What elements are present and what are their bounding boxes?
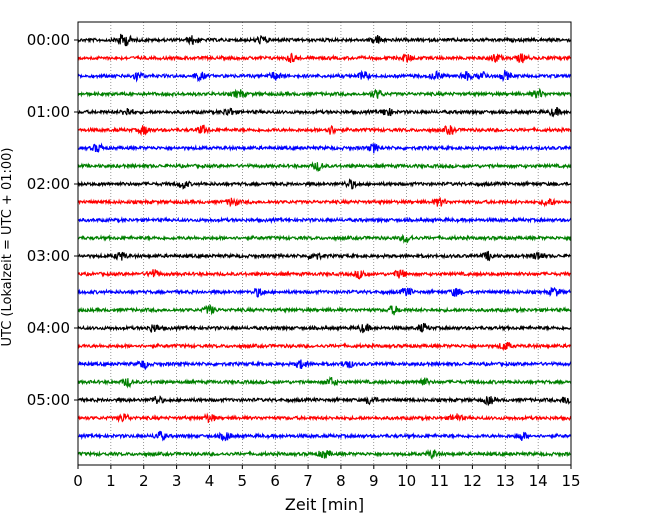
x-tick-label: 1 (106, 472, 116, 490)
vertical-gridlines (110, 22, 539, 465)
x-tick-label: 5 (238, 472, 248, 490)
x-tick-label: 3 (172, 472, 182, 490)
x-axis-label: Zeit [min] (285, 495, 364, 514)
seismogram-trace (77, 233, 572, 244)
y-axis-ticks: 00:00 01:00 02:00 03:00 04:00 05:00 (27, 31, 78, 409)
seismogram-traces (77, 33, 572, 460)
x-tick-label: 8 (336, 472, 346, 490)
plot-frame (77, 21, 572, 466)
seismogram-trace (77, 412, 572, 423)
seismogram-trace (77, 124, 572, 137)
y-axis-label: UTC (Lokalzeit = UTC + 01:00) (0, 148, 15, 347)
y-tick-label: 05:00 (27, 391, 70, 409)
x-tick-label: 15 (561, 472, 580, 490)
y-tick-label: 02:00 (27, 175, 70, 193)
seismogram-trace (77, 69, 572, 83)
seismogram-trace (77, 269, 572, 280)
seismogram-trace (77, 161, 572, 173)
seismogram-trace (77, 430, 572, 442)
x-tick-label: 6 (270, 472, 280, 490)
seismogram-trace (77, 216, 572, 225)
x-tick-label: 12 (463, 472, 482, 490)
x-tick-label: 13 (496, 472, 515, 490)
seismogram-trace (77, 395, 572, 407)
x-tick-label: 0 (73, 472, 83, 490)
y-tick-label: 04:00 (27, 319, 70, 337)
y-tick-label: 01:00 (27, 103, 70, 121)
y-tick-label: 00:00 (27, 31, 70, 49)
seismogram-trace (77, 107, 572, 118)
seismogram-trace (77, 286, 572, 298)
seismogram-trace (77, 87, 572, 99)
seismogram-trace (77, 250, 572, 262)
x-tick-label: 11 (430, 472, 449, 490)
seismogram-trace (77, 322, 572, 334)
seismogram-trace (77, 33, 572, 47)
seismogram-trace (77, 448, 572, 460)
seismogram-trace (77, 376, 572, 389)
x-tick-label: 14 (529, 472, 548, 490)
seismogram-trace (77, 359, 572, 371)
y-tick-label: 03:00 (27, 247, 70, 265)
x-tick-label: 10 (397, 472, 416, 490)
x-axis-ticks: 0 1 2 3 4 5 6 7 8 9 10 11 12 13 14 15 (73, 465, 581, 490)
x-tick-label: 4 (205, 472, 215, 490)
seismogram-trace (77, 303, 572, 316)
seismogram-trace (77, 197, 572, 208)
x-tick-label: 7 (303, 472, 313, 490)
x-tick-label: 2 (139, 472, 149, 490)
seismogram-trace (77, 341, 572, 352)
seismogram-trace (77, 142, 572, 154)
seismogram-trace (77, 178, 572, 190)
x-tick-label: 9 (369, 472, 379, 490)
seismogram-trace (77, 52, 572, 64)
